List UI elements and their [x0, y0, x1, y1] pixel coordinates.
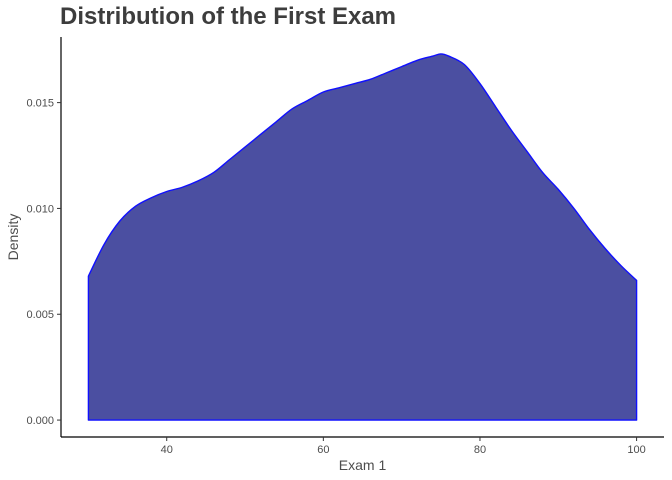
chart-title: Distribution of the First Exam	[60, 3, 397, 30]
x-tick-label-80: 80	[474, 444, 486, 456]
y-axis-title: Density	[5, 214, 21, 261]
x-tick-label-100: 100	[627, 444, 645, 456]
y-tick-label-2: 0.010	[26, 203, 54, 215]
y-tick-label-3: 0.015	[26, 98, 54, 110]
x-tick-label-40: 40	[161, 444, 173, 456]
density-area-0	[87, 53, 638, 421]
x-axis-title: Exam 1	[339, 457, 387, 473]
y-tick-label-0: 0.000	[26, 415, 54, 427]
y-tick-label-1: 0.005	[26, 309, 54, 321]
x-tick-label-60: 60	[317, 444, 329, 456]
